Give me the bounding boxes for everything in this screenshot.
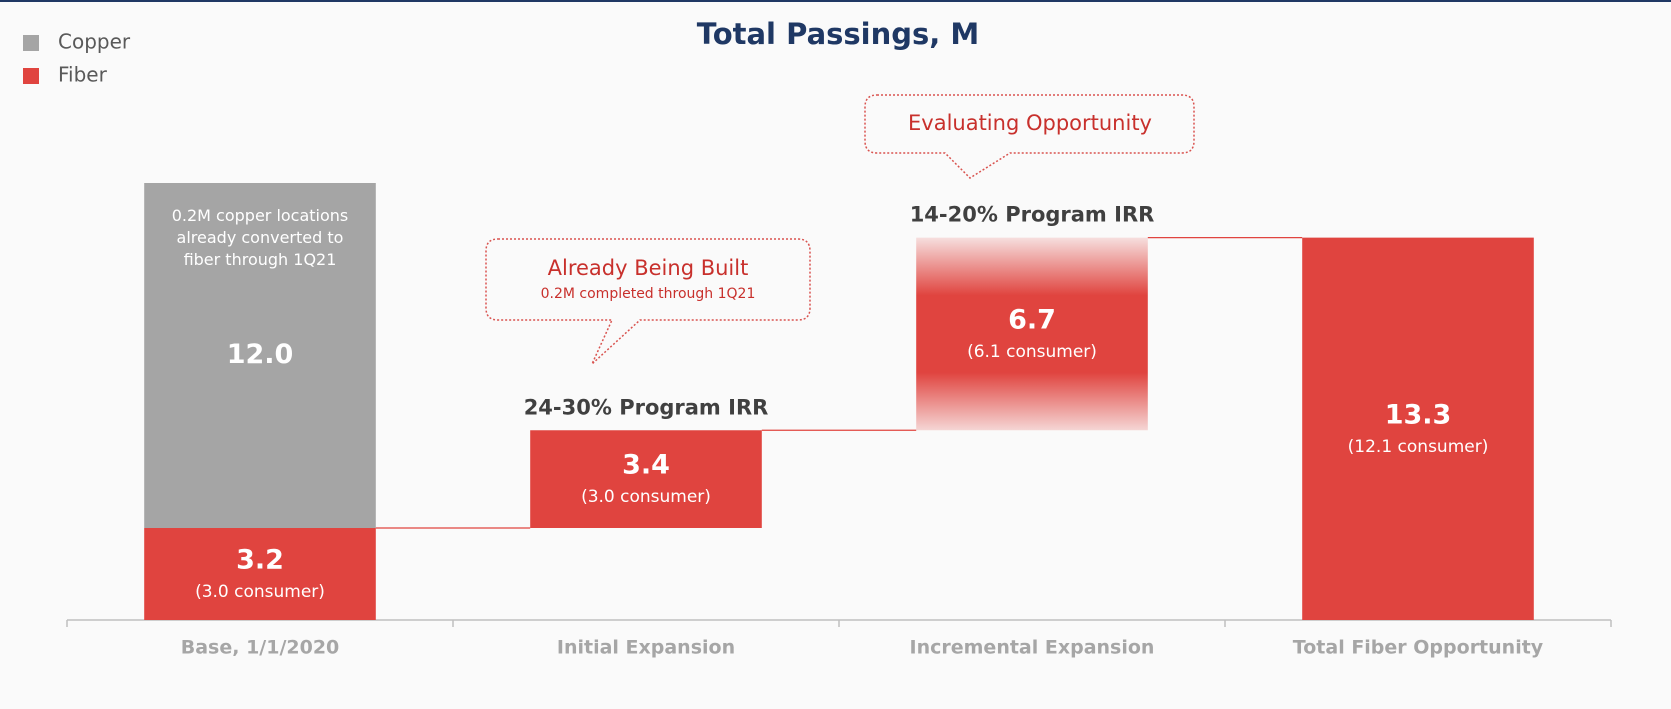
callout-box (864, 94, 1195, 179)
bar (144, 528, 376, 620)
value-sublabel: (12.1 consumer) (1348, 437, 1489, 457)
x-tick-label: Total Fiber Opportunity (1293, 637, 1544, 659)
callout-title: Already Being Built (548, 256, 749, 280)
callout-subtitle: 0.2M completed through 1Q21 (541, 286, 756, 302)
irr-label: 14-20% Program IRR (910, 203, 1155, 227)
bar (1302, 237, 1534, 620)
chart-title: Total Passings, M (697, 17, 979, 51)
value-label: 12.0 (227, 339, 294, 370)
x-tick-label: Initial Expansion (557, 637, 735, 659)
callout-title: Evaluating Opportunity (908, 111, 1152, 135)
x-tick-label: Base, 1/1/2020 (181, 637, 340, 659)
bar (144, 183, 376, 528)
value-sublabel: (3.0 consumer) (581, 487, 711, 507)
value-label: 3.4 (622, 450, 670, 481)
value-sublabel: (3.0 consumer) (195, 582, 325, 602)
value-sublabel: (6.1 consumer) (967, 342, 1097, 362)
value-label: 13.3 (1385, 399, 1452, 430)
copper-note: 0.2M copper locations already converted … (171, 206, 349, 269)
callout-box (485, 238, 811, 365)
value-label: 6.7 (1008, 304, 1056, 335)
legend-swatch (23, 68, 39, 84)
x-tick-label: Incremental Expansion (910, 637, 1155, 659)
bar (916, 237, 1148, 431)
value-label: 3.2 (236, 545, 284, 576)
irr-label: 24-30% Program IRR (524, 395, 769, 419)
legend-swatch (23, 35, 39, 51)
legend-label: Fiber (58, 63, 108, 87)
legend-label: Copper (58, 30, 131, 54)
bar (530, 430, 762, 528)
